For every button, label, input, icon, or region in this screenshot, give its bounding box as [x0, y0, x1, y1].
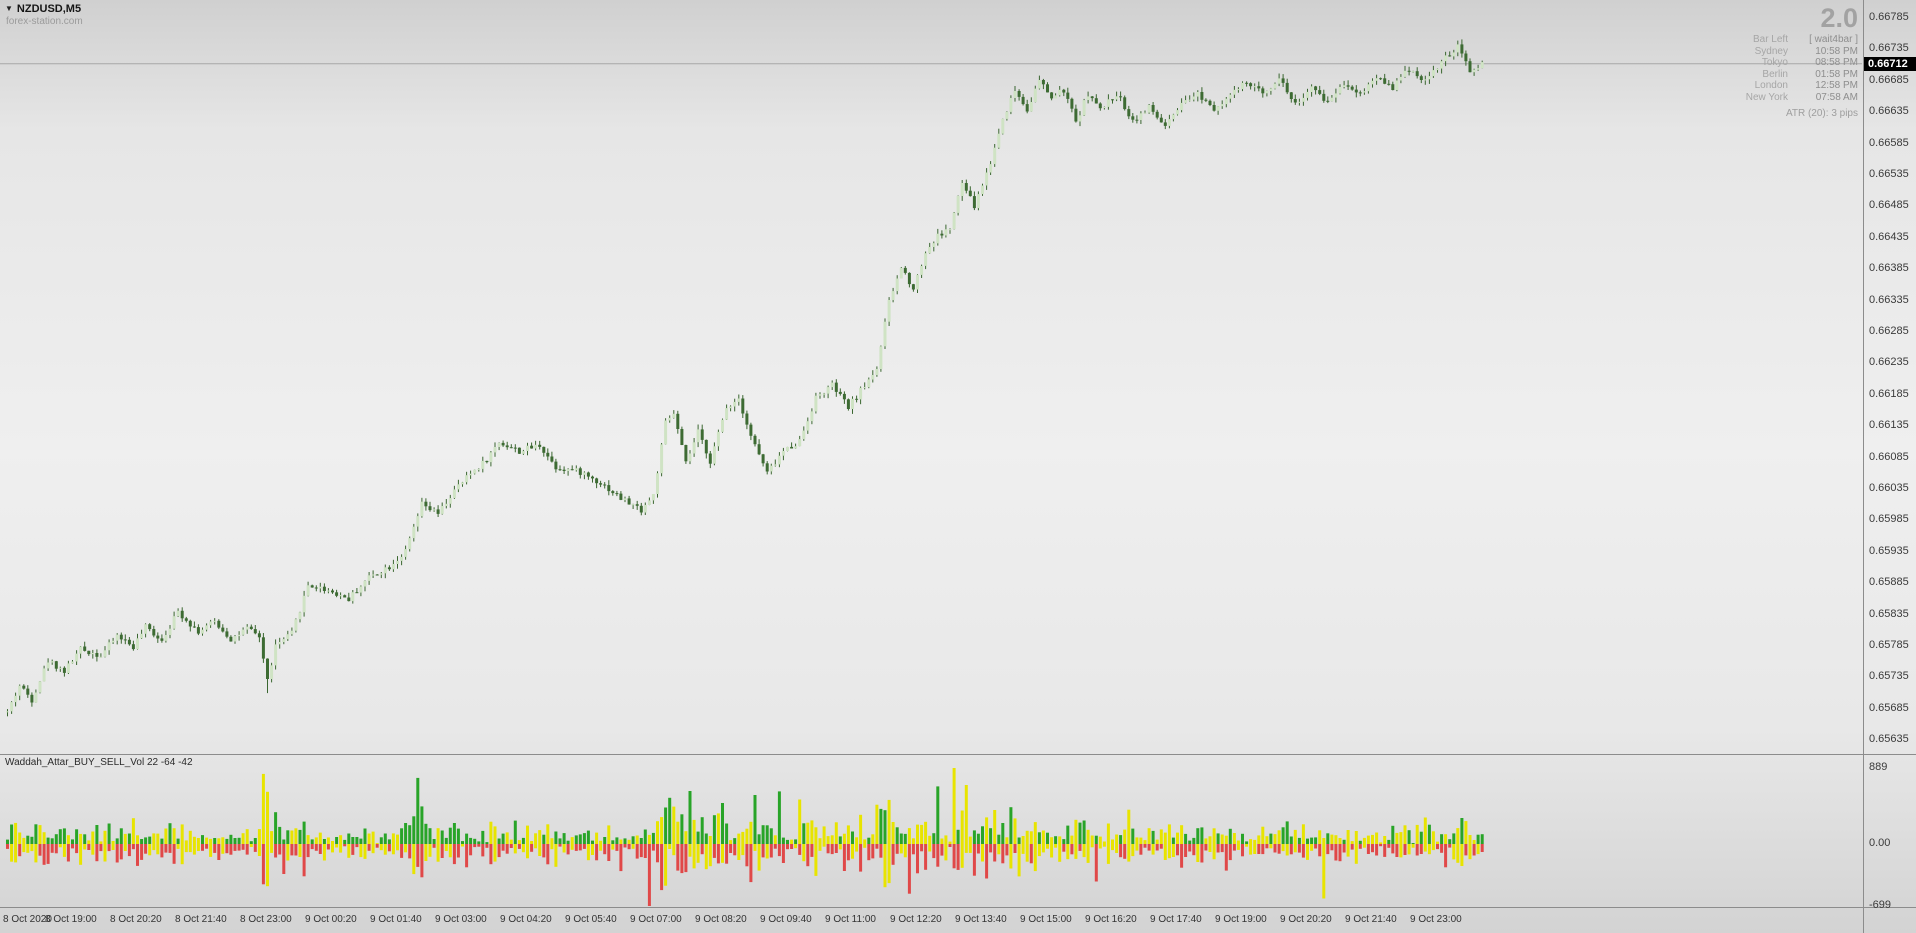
clock-label: Sydney [1754, 45, 1788, 57]
price-axis-tick: 0.65985 [1869, 513, 1909, 526]
price-axis-tick: 0.66785 [1869, 11, 1909, 23]
market-info-overlay: 2.0 Bar Left [ wait4bar ] Sydney 10:58 P… [1746, 3, 1858, 120]
price-axis-tick: 0.65785 [1869, 639, 1909, 651]
time-axis-label: 8 Oct 20:20 [110, 914, 162, 925]
time-axis-label: 9 Oct 03:00 [435, 914, 487, 925]
time-axis-label: 9 Oct 08:20 [695, 914, 747, 925]
clock-time: 10:58 PM [1815, 45, 1858, 57]
price-axis[interactable]: 0.66712 0.66785 0.66735 0.66685 0.66635 0.66… [1864, 0, 1916, 754]
indicator-axis[interactable]: 889 0.00 -699 [1864, 756, 1916, 911]
time-axis-label: 9 Oct 05:40 [565, 914, 617, 925]
price-axis-tick: 0.65635 [1869, 733, 1909, 746]
price-axis-tick: 0.66685 [1869, 73, 1909, 86]
chart-indicator-separator [0, 754, 1916, 755]
price-axis-tick: 0.66035 [1869, 482, 1909, 494]
clock-row-london: London 12:58 PM [1746, 80, 1858, 92]
price-axis-tick: 0.66485 [1869, 199, 1909, 212]
symbol-dropdown-icon[interactable]: ▼ [5, 4, 13, 13]
price-axis-tick: 0.66235 [1869, 356, 1909, 369]
current-price-value: 0.66712 [1868, 58, 1908, 70]
price-axis-tick: 0.65885 [1869, 576, 1909, 589]
spread-value: 2.0 [1820, 3, 1858, 33]
price-axis-tick: 0.66635 [1869, 105, 1909, 118]
symbol-label: NZDUSD,M5 [16, 3, 82, 15]
indicator-axis-min: -699 [1869, 899, 1892, 911]
indicator-name: Waddah_Attar_BUY_SELL_Vol 22 -64 -42 [5, 757, 193, 768]
price-axis-tick: 0.66585 [1869, 136, 1909, 149]
time-axis-label: 9 Oct 15:00 [1020, 914, 1072, 925]
price-axis-tick: 0.66735 [1869, 42, 1909, 55]
time-axis-label: 9 Oct 09:40 [760, 914, 812, 925]
time-axis-label: 9 Oct 19:00 [1215, 914, 1267, 925]
atr-label: ATR (20): 3 pips [1785, 108, 1858, 119]
time-axis-label: 9 Oct 21:40 [1345, 914, 1397, 925]
bar-left-row: Bar Left [ wait4bar ] [1746, 34, 1858, 46]
time-axis-label: 8 Oct 23:00 [240, 914, 292, 925]
clock-row-tokyo: Tokyo 08:58 PM [1746, 57, 1858, 69]
time-axis-label: 9 Oct 01:40 [370, 914, 422, 925]
current-price-tag: 0.66712 [1864, 57, 1916, 71]
candle-wicks-layer [7, 39, 1483, 717]
time-axis-label: 9 Oct 12:20 [890, 914, 942, 925]
price-axis-tick: 0.66435 [1869, 230, 1909, 243]
price-axis-tick: 0.65735 [1869, 670, 1909, 683]
clock-time: 07:58 AM [1815, 91, 1858, 103]
price-axis-tick: 0.66535 [1869, 168, 1909, 180]
time-axis-label: 9 Oct 11:00 [825, 914, 876, 925]
time-axis-label: 9 Oct 20:20 [1280, 914, 1332, 925]
time-axis-label: 8 Oct 21:40 [175, 914, 227, 925]
time-axis-label: 9 Oct 23:00 [1410, 914, 1462, 925]
time-axis-label: 9 Oct 13:40 [955, 914, 1007, 925]
price-axis-tick: 0.66185 [1869, 387, 1909, 400]
time-axis-label: 9 Oct 07:00 [630, 914, 682, 925]
time-axis-label: 9 Oct 04:20 [500, 914, 552, 925]
clock-label: New York [1745, 91, 1788, 103]
candle-bodies-layer [6, 44, 1484, 713]
clock-time: 01:58 PM [1815, 68, 1858, 80]
buy-sell-volume-layer [6, 768, 1484, 906]
indicator-axis-max: 889 [1869, 761, 1888, 773]
clock-row-newyork: New York 07:58 AM [1746, 92, 1858, 104]
clock-row-sydney: Sydney 10:58 PM [1746, 46, 1858, 58]
time-axis[interactable]: 8 Oct 2020 8 Oct 19:00 8 Oct 20:20 8 Oct 21… [0, 908, 1916, 933]
watermark: forex-station.com [6, 16, 83, 27]
time-axis-label: 8 Oct 2020 [3, 914, 52, 925]
axis-vertical-border [1863, 0, 1864, 933]
price-axis-tick: 0.66335 [1869, 293, 1909, 306]
price-axis-tick: 0.66135 [1869, 419, 1909, 432]
clock-row-berlin: Berlin 01:58 PM [1746, 69, 1858, 81]
price-axis-tick: 0.66385 [1869, 262, 1909, 275]
indicator-timeaxis-separator [0, 907, 1916, 908]
time-axis-label: 9 Oct 00:20 [305, 914, 357, 925]
indicator-axis-zero: 0.00 [1869, 837, 1891, 849]
clock-time: 12:58 PM [1815, 80, 1858, 91]
time-axis-label: 9 Oct 17:40 [1150, 914, 1202, 925]
time-axis-label: 8 Oct 19:00 [45, 914, 97, 925]
symbol-title: ▼ NZDUSD,M5 [5, 3, 81, 15]
clock-time: 08:58 PM [1815, 57, 1858, 68]
clock-label: London [1754, 80, 1788, 91]
clock-label: Tokyo [1761, 57, 1788, 68]
time-axis-label: 9 Oct 16:20 [1085, 914, 1137, 925]
clock-label: Berlin [1762, 68, 1788, 80]
price-axis-tick: 0.65685 [1869, 701, 1909, 714]
bar-left-label: Bar Left [1752, 34, 1788, 45]
price-axis-tick: 0.65835 [1869, 607, 1909, 620]
price-axis-tick: 0.66085 [1869, 450, 1909, 463]
bar-left-value: [ wait4bar ] [1809, 34, 1858, 45]
price-axis-tick: 0.65935 [1869, 544, 1909, 557]
price-axis-tick: 0.66285 [1869, 325, 1909, 337]
